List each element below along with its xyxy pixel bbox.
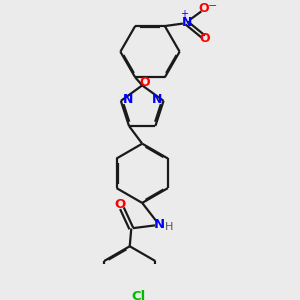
Text: O: O — [140, 76, 150, 89]
Text: O: O — [199, 2, 209, 15]
Text: Cl: Cl — [131, 290, 146, 300]
Text: −: − — [208, 1, 217, 11]
Text: N: N — [152, 93, 163, 106]
Text: O: O — [199, 32, 210, 45]
Text: +: + — [180, 9, 188, 19]
Text: N: N — [154, 218, 165, 231]
Text: O: O — [115, 198, 126, 211]
Text: N: N — [122, 93, 133, 106]
Text: N: N — [182, 16, 192, 29]
Text: H: H — [165, 222, 173, 232]
